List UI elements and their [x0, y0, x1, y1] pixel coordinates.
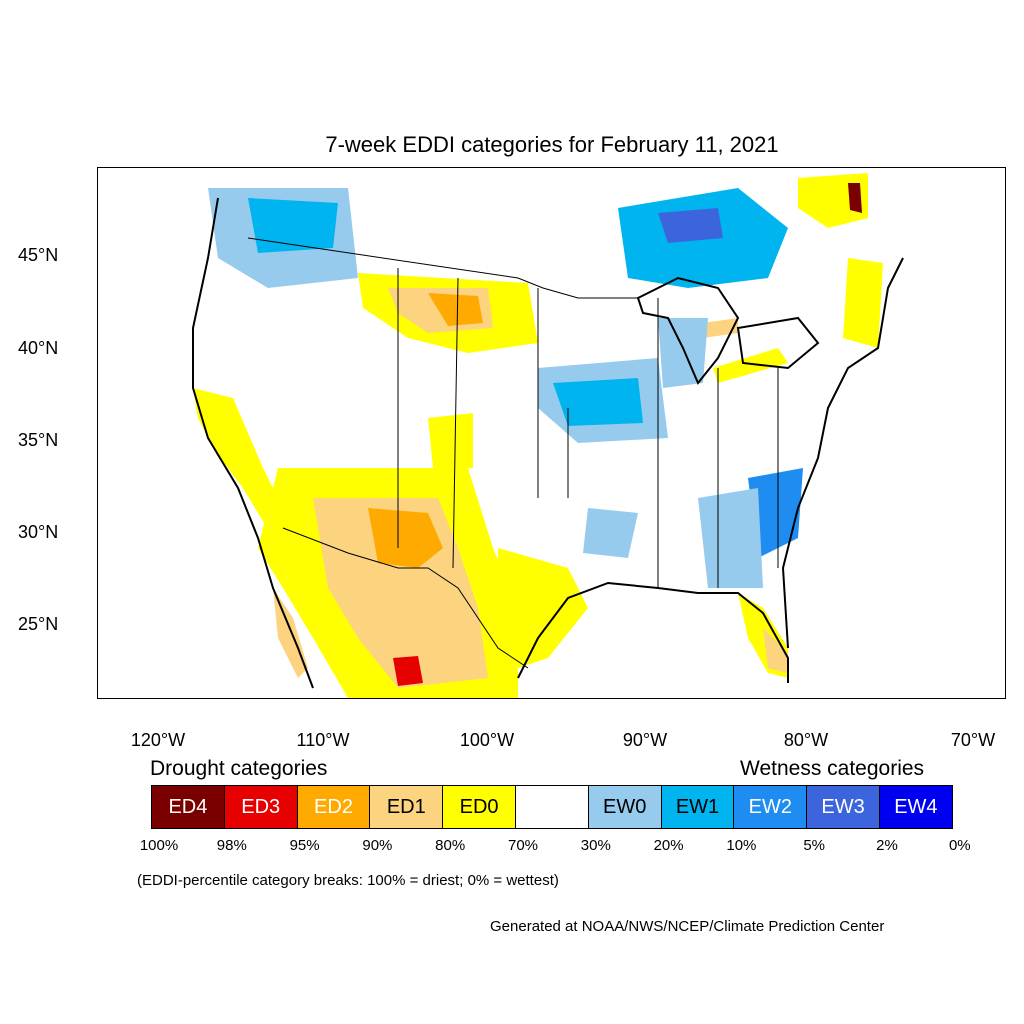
west-coast: [192, 197, 314, 689]
map-title: 7-week EDDI categories for February 11, …: [325, 132, 779, 157]
wetness-heading: Wetness categories: [740, 757, 925, 780]
legend-box-ed2: ED2: [296, 785, 371, 829]
percentile-label: 0%: [948, 837, 971, 854]
canada-border: [247, 237, 638, 299]
legend-box-ew2: EW2: [733, 785, 808, 829]
patch-ed3-quebec: [848, 183, 862, 213]
legend-box-ew4: EW4: [879, 785, 953, 829]
percentile-label: 98%: [216, 837, 247, 854]
patch-ew0-southeast: [698, 488, 763, 588]
lon-label-80: 80°W: [783, 730, 829, 750]
lat-label-25: 25°N: [18, 614, 59, 634]
patch-ed1-southwest: [313, 498, 488, 688]
percentile-label: 95%: [289, 837, 320, 854]
patch-ed0-ohio: [713, 348, 788, 383]
legend-box-ew0: EW0: [587, 785, 662, 829]
patch-ew3-ontario: [658, 208, 723, 243]
patch-ed3-mexico: [393, 656, 423, 686]
legend-box-ed0: ED0: [442, 785, 516, 829]
lat-label-45: 45°N: [18, 245, 59, 265]
legend-box-neutral: [515, 785, 589, 829]
legend-box-ed3: ED3: [223, 785, 298, 829]
patch-ed0-maine: [843, 258, 883, 348]
mexico-border: [282, 527, 529, 669]
patch-ed2-newmexico: [368, 508, 443, 568]
patch-ew0-michigan: [658, 318, 708, 388]
percentile-label: 10%: [726, 837, 757, 854]
category-note: (EDDI-percentile category breaks: 100% =…: [137, 872, 559, 889]
percentile-label: 70%: [507, 837, 539, 854]
patch-ew1-northwest: [248, 198, 338, 253]
great-lakes: [636, 276, 820, 385]
lon-label-70: 70°W: [950, 730, 996, 750]
map-canvas: [192, 173, 904, 698]
category-patches: [193, 173, 883, 698]
drought-heading: Drought categories: [150, 757, 328, 780]
patch-ew0-mississippi: [583, 508, 638, 558]
lat-label-30: 30°N: [18, 522, 59, 542]
lon-label-100: 100°W: [459, 730, 515, 750]
lon-label-120: 120°W: [130, 730, 186, 750]
percentile-label: 90%: [362, 837, 393, 854]
lon-label-90: 90°W: [622, 730, 668, 750]
state-lines: [397, 268, 779, 588]
patch-ed2-montana: [428, 293, 483, 326]
lat-label-35: 35°N: [18, 430, 59, 450]
patch-ed1-lakes: [703, 318, 738, 338]
patch-ew1-iowa: [553, 378, 643, 426]
east-coast: [781, 257, 904, 649]
legend-box-ed1: ED1: [369, 785, 444, 829]
patch-ew2-carolina: [748, 468, 803, 558]
legend-box-ew3: EW3: [806, 785, 880, 829]
borders: [192, 197, 904, 689]
eddi-map: [97, 167, 1006, 699]
patch-ed0-kansas: [428, 413, 473, 468]
patch-ed0-texas: [498, 548, 588, 668]
percentile-label: 30%: [580, 837, 611, 854]
percentile-label: 80%: [435, 837, 466, 854]
gulf-coast: [517, 581, 789, 683]
lat-label-40: 40°N: [18, 338, 59, 358]
percentile-label: 100%: [139, 837, 179, 854]
legend-box-ed4: ED4: [151, 785, 225, 829]
percentile-label: 2%: [876, 837, 898, 854]
patch-ed1-florida: [763, 628, 788, 673]
lon-label-110: 110°W: [296, 730, 350, 750]
percentile-label: 20%: [653, 837, 684, 854]
patch-ed0-california: [193, 388, 283, 538]
percentile-label: 5%: [803, 837, 826, 854]
credit: Generated at NOAA/NWS/NCEP/Climate Predi…: [490, 918, 885, 935]
legend-box-ew1: EW1: [660, 785, 735, 829]
